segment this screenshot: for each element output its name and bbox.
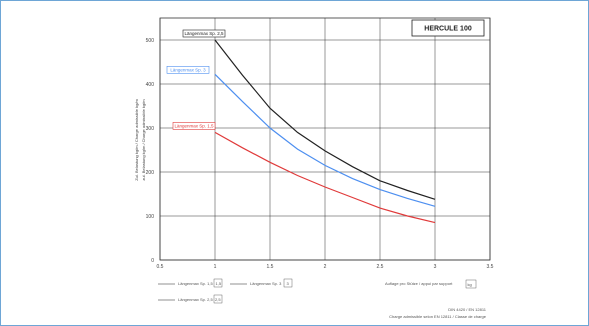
series-label-box-0	[182, 29, 226, 38]
y-tick-2: 200	[146, 170, 155, 176]
legend-box-1	[213, 278, 223, 288]
y-axis-label-2: zul. Belastung kg/m / Charge admissible …	[141, 99, 146, 181]
series-label-box-1	[166, 66, 210, 74]
legend-bottom: Längenmax Sp. 1,5 1,5 Längenmax Sp. 3 3 …	[158, 278, 293, 304]
legend-value-3: 2,5	[215, 297, 221, 302]
footer-line-2: Charge admissible selon EN 12811 / Class…	[389, 314, 487, 319]
title-box	[411, 19, 485, 37]
legend-value-2: 3	[287, 281, 290, 286]
x-tick-1: 1	[214, 264, 217, 270]
x-tick-6: 3.5	[487, 264, 494, 270]
series-labels: Längenmax Sp. 2,5 Längenmax Sp. 3 Längenma…	[166, 29, 226, 130]
series-line-2	[214, 131, 436, 224]
x-ticks: 0.5 1 1.5 2 2.5 3 3.5	[157, 264, 494, 270]
series-line-0	[214, 39, 436, 200]
note-right: Auflage pro Stütze / appui par support	[385, 281, 453, 286]
x-tick-2: 1.5	[267, 264, 274, 270]
legend-value-1: 1,5	[216, 281, 222, 286]
series-label-0: Längenmax Sp. 2,5	[184, 31, 224, 36]
x-tick-0: 0.5	[157, 264, 164, 270]
legend-text-1: Längenmax Sp. 1,5	[178, 281, 213, 286]
y-tick-5: 500	[146, 38, 155, 44]
legend-box-3	[213, 294, 223, 304]
y-tick-1: 100	[146, 214, 155, 220]
x-tick-4: 2.5	[377, 264, 384, 270]
x-tick-3: 2	[324, 264, 327, 270]
series-lines	[214, 39, 436, 224]
y-ticks: 0 100 200 300 400 500	[146, 38, 155, 264]
footer-line-1: DIN 4420 / EN 12811	[448, 307, 487, 312]
series-label-box-2	[172, 122, 216, 130]
series-label-1: Längenmax Sp. 3	[170, 67, 206, 72]
legend-text-2: Längenmax Sp. 3	[250, 281, 282, 286]
legend-text-3: Längenmax Sp. 2,5	[178, 297, 213, 302]
y-tick-4: 400	[146, 82, 155, 88]
series-line-1	[214, 73, 436, 207]
note-right-box	[465, 279, 477, 289]
y-tick-0: 0	[151, 258, 154, 264]
x-tick-5: 3	[434, 264, 437, 270]
y-axis-label-1: Zul. Belastung kg/m / Charge admissible …	[134, 99, 139, 181]
legend-box-2	[283, 278, 293, 288]
note-right-value: kg	[468, 282, 472, 287]
series-label-2: Längenmax Sp. 1,5	[174, 123, 214, 128]
chart-title: HERCULE 100	[424, 26, 472, 33]
y-tick-3: 300	[146, 126, 155, 132]
